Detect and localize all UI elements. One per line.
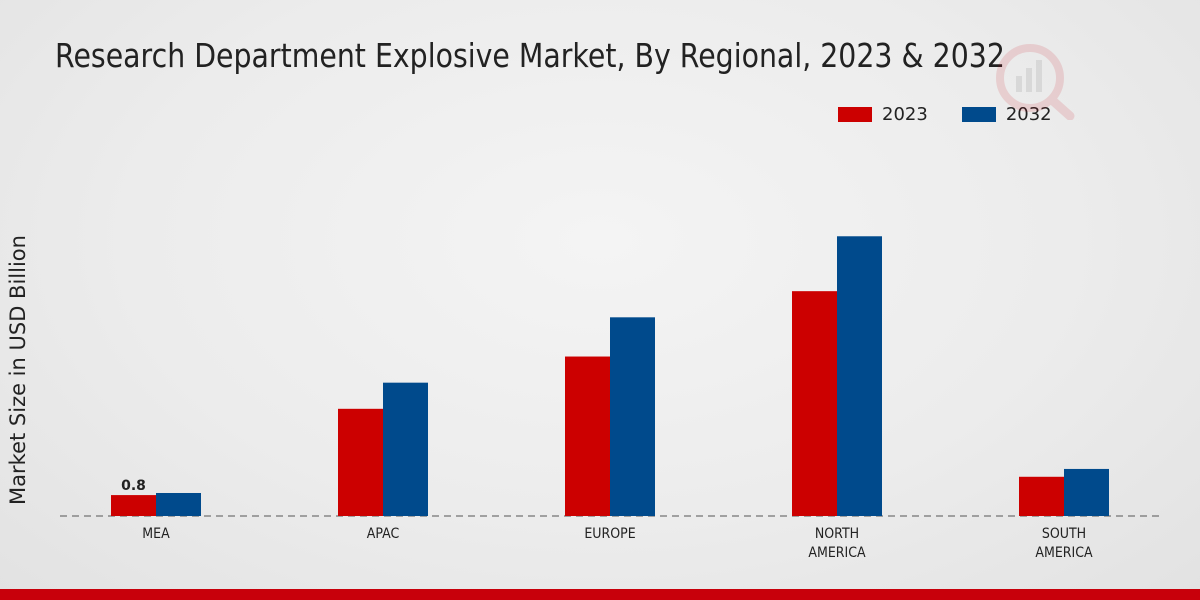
footer-accent-bar [0,589,1200,600]
legend-item-2032[interactable]: 2032 [961,104,1052,125]
x-tick-label: EUROPE [584,526,635,542]
legend: 2023 2032 [838,104,1086,125]
data-label: 0.8 [121,478,146,494]
chart-title: Research Department Explosive Market, By… [55,36,1005,75]
bar-2023-mea[interactable] [111,495,156,516]
bar-2032-mea[interactable] [156,492,201,516]
bar-2032-south-america[interactable] [1064,468,1109,516]
bar-2023-apac[interactable] [338,408,383,516]
legend-label-2023: 2023 [882,104,928,125]
x-tick-label: MEA [142,526,169,542]
bar-2032-north-america[interactable] [837,236,882,516]
bar-2032-europe[interactable] [610,317,655,516]
x-tick-label: NORTH AMERICA [808,526,865,561]
bar-2023-europe[interactable] [565,356,610,516]
legend-swatch-2032 [961,107,996,122]
x-tick-label: APAC [367,526,400,542]
x-tick-label: SOUTH AMERICA [1035,526,1092,561]
watermark-logo-icon [996,44,1075,120]
bar-2023-south-america[interactable] [1019,476,1064,516]
legend-label-2032: 2032 [1005,104,1052,125]
bar-2032-apac[interactable] [383,382,428,516]
legend-item-2023[interactable]: 2023 [838,104,928,125]
bar-2023-north-america[interactable] [792,291,837,516]
legend-swatch-2023 [838,107,872,122]
